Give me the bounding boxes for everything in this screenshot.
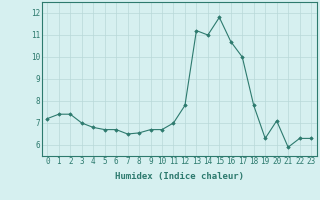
X-axis label: Humidex (Indice chaleur): Humidex (Indice chaleur) [115, 172, 244, 181]
